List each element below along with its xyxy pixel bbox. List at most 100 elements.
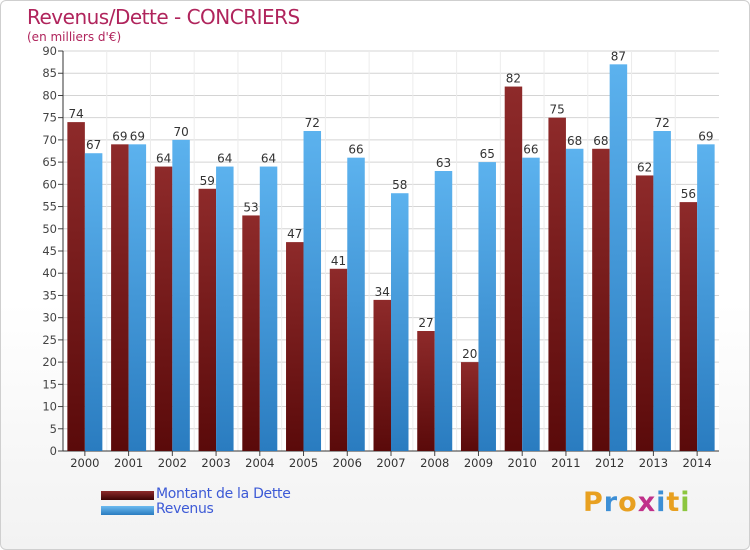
legend-label-debt: Montant de la Dette: [156, 486, 291, 502]
bars: [67, 64, 715, 452]
bar-debt-2000: [67, 122, 85, 451]
y-tick-label: 90: [42, 44, 57, 58]
y-tick-label: 20: [42, 355, 57, 369]
x-tick-label: 2001: [114, 456, 143, 470]
legend-swatch-debt: [101, 491, 154, 500]
data-label-debt-2001: 69: [112, 129, 127, 143]
x-tick-label: 2002: [158, 456, 187, 470]
bar-revenue-2012: [609, 64, 628, 452]
data-label-debt-2004: 53: [243, 200, 258, 214]
data-label-debt-2000: 74: [68, 107, 83, 121]
data-label-revenue-2012: 87: [611, 49, 626, 63]
bar-debt-2010: [504, 86, 523, 452]
y-tick-label: 65: [42, 155, 57, 169]
bar-debt-2003: [198, 188, 217, 451]
data-label-revenue-2008: 63: [436, 156, 451, 170]
legend-swatch-revenue: [101, 506, 154, 515]
y-tick-label: 75: [42, 111, 57, 125]
y-tick-label: 80: [42, 88, 57, 102]
y-tick-label: 55: [42, 200, 57, 214]
x-tick-label: 2012: [595, 456, 624, 470]
bar-debt-2004: [242, 215, 260, 451]
data-label-revenue-2002: 70: [173, 125, 188, 139]
bar-debt-2014: [679, 202, 698, 451]
bar-revenue-2006: [347, 157, 365, 451]
bar-revenue-2002: [172, 139, 190, 451]
bar-debt-2012: [592, 148, 610, 451]
data-label-debt-2003: 59: [200, 174, 215, 188]
bar-revenue-2013: [653, 131, 671, 451]
y-tick-label: 70: [42, 133, 57, 147]
bar-debt-2008: [417, 331, 435, 451]
data-label-debt-2002: 64: [156, 152, 171, 166]
y-tick-label: 35: [42, 288, 57, 302]
y-tick-label: 40: [42, 266, 57, 280]
bar-revenue-2011: [565, 148, 584, 451]
data-label-revenue-2009: 65: [480, 147, 495, 161]
data-label-debt-2008: 27: [418, 316, 433, 330]
y-tick-label: 15: [42, 377, 57, 391]
axes: 0 5 10 15 20 25 30 35 40 45 50 55 60 65 70 75 80 85 90 2000…: [42, 44, 719, 470]
y-tick-label: 60: [42, 177, 57, 191]
data-label-revenue-2013: 72: [655, 116, 670, 130]
data-label-revenue-2003: 64: [217, 152, 232, 166]
bar-debt-2007: [373, 299, 391, 451]
data-label-revenue-2006: 66: [348, 143, 363, 157]
x-tick-label: 2009: [464, 456, 493, 470]
bar-revenue-2004: [259, 166, 278, 452]
y-tick-label: 10: [42, 400, 57, 414]
bar-debt-2011: [548, 117, 566, 452]
bar-revenue-2014: [697, 144, 715, 452]
data-label-revenue-2010: 66: [523, 143, 538, 157]
chart-subtitle: (en milliers d'€): [27, 30, 122, 44]
x-tick-label: 2010: [508, 456, 537, 470]
data-label-debt-2007: 34: [375, 285, 390, 299]
data-label-revenue-2014: 69: [698, 129, 713, 143]
y-tick-label: 30: [42, 311, 57, 325]
x-tick-label: 2005: [289, 456, 318, 470]
data-label-debt-2014: 56: [681, 187, 696, 201]
x-tick-label: 2013: [639, 456, 668, 470]
x-tick-label: 2008: [420, 456, 449, 470]
bar-revenue-2005: [303, 131, 322, 451]
bar-debt-2002: [154, 166, 173, 452]
x-tick-label: 2011: [551, 456, 580, 470]
data-label-revenue-2000: 67: [86, 138, 101, 152]
bar-debt-2009: [460, 362, 479, 451]
bar-revenue-2003: [216, 166, 234, 452]
y-tick-label: 85: [42, 66, 57, 80]
data-label-debt-2005: 47: [287, 227, 302, 241]
data-label-debt-2011: 75: [550, 103, 565, 117]
data-label-revenue-2001: 69: [130, 129, 145, 143]
bar-revenue-2000: [84, 153, 103, 451]
legend-label-revenue: Revenus: [156, 501, 214, 517]
bar-debt-2005: [286, 242, 304, 451]
x-tick-label: 2004: [245, 456, 274, 470]
y-tick-label: 45: [42, 244, 57, 258]
data-label-revenue-2011: 68: [567, 134, 582, 148]
data-label-debt-2006: 41: [331, 254, 346, 268]
bar-revenue-2008: [434, 171, 453, 451]
y-tick-label: 0: [50, 444, 57, 458]
proxiti-logo: Proxiti: [583, 487, 691, 518]
y-tick-label: 25: [42, 333, 57, 347]
bar-revenue-2007: [391, 193, 409, 451]
chart-title: Revenus/Dette - CONCRIERS: [27, 5, 300, 29]
x-tick-label: 2003: [201, 456, 230, 470]
data-label-revenue-2004: 64: [261, 152, 276, 166]
bar-revenue-2010: [522, 157, 540, 451]
data-label-debt-2012: 68: [593, 134, 608, 148]
bar-debt-2001: [111, 144, 129, 452]
x-tick-label: 2007: [376, 456, 405, 470]
x-tick-label: 2000: [70, 456, 99, 470]
data-label-debt-2013: 62: [637, 160, 652, 174]
data-label-debt-2009: 20: [462, 347, 477, 361]
y-tick-label: 50: [42, 222, 57, 236]
data-label-debt-2010: 82: [506, 72, 521, 86]
bar-revenue-2009: [478, 162, 496, 451]
x-tick-label: 2014: [682, 456, 711, 470]
data-label-revenue-2007: 58: [392, 178, 407, 192]
